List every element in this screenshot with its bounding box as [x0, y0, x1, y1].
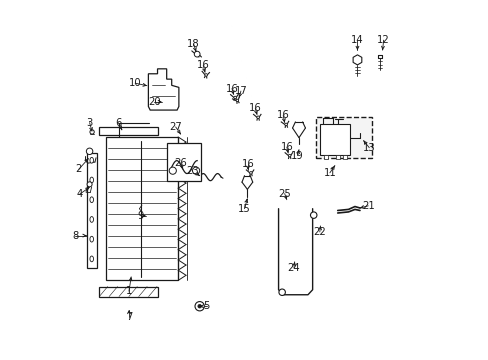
Text: 24: 24 [287, 263, 300, 273]
Bar [86, 153, 97, 268]
Text: 25: 25 [278, 189, 290, 199]
Bar [343, 155, 346, 159]
Circle shape [204, 74, 207, 76]
Circle shape [288, 154, 290, 157]
Circle shape [310, 212, 316, 219]
Text: 19: 19 [290, 150, 304, 161]
Text: 16: 16 [241, 159, 254, 169]
Text: 12: 12 [377, 35, 389, 45]
Circle shape [233, 96, 236, 99]
Bar [167, 143, 201, 181]
Ellipse shape [90, 236, 93, 242]
Circle shape [194, 51, 200, 57]
Text: 22: 22 [313, 227, 325, 237]
Circle shape [284, 123, 287, 126]
Circle shape [90, 130, 94, 134]
Circle shape [169, 167, 176, 174]
Text: 15: 15 [238, 204, 250, 214]
Polygon shape [148, 69, 179, 110]
Text: 16: 16 [276, 111, 289, 121]
Circle shape [236, 99, 238, 102]
Text: 1: 1 [125, 286, 132, 296]
Circle shape [278, 289, 285, 296]
Circle shape [256, 116, 259, 118]
Text: 3: 3 [86, 118, 93, 128]
Text: 17: 17 [234, 86, 247, 96]
Text: 8: 8 [72, 231, 78, 240]
Text: 20: 20 [147, 97, 160, 107]
Text: 5: 5 [203, 301, 210, 311]
Text: 16: 16 [280, 142, 293, 152]
Text: 7: 7 [125, 312, 132, 322]
Text: 13: 13 [362, 143, 375, 153]
Bar [319, 125, 349, 155]
Circle shape [195, 302, 204, 311]
Bar [106, 137, 178, 280]
Text: 2: 2 [76, 164, 82, 174]
Circle shape [87, 182, 92, 187]
Text: 27: 27 [169, 122, 182, 132]
Ellipse shape [90, 256, 93, 262]
Text: 11: 11 [323, 168, 336, 178]
Text: 16: 16 [197, 60, 209, 70]
Bar [316, 117, 371, 158]
Bar [99, 127, 158, 135]
Text: 26: 26 [174, 158, 186, 168]
Text: 14: 14 [350, 35, 363, 45]
Bar [99, 287, 158, 297]
Ellipse shape [90, 217, 93, 222]
Bar [324, 155, 328, 159]
Text: 10: 10 [128, 78, 141, 88]
Circle shape [249, 172, 252, 174]
Text: 16: 16 [248, 103, 261, 113]
Polygon shape [352, 55, 361, 65]
Ellipse shape [90, 177, 93, 183]
Circle shape [86, 148, 93, 154]
Text: 23: 23 [186, 166, 199, 176]
Ellipse shape [90, 157, 93, 163]
Circle shape [198, 305, 201, 308]
Text: 16: 16 [225, 84, 238, 94]
Circle shape [192, 167, 199, 174]
Bar [335, 155, 340, 159]
Text: 9: 9 [137, 211, 143, 221]
Ellipse shape [90, 197, 93, 203]
Text: 4: 4 [76, 189, 82, 199]
Text: 21: 21 [361, 201, 374, 211]
Text: 6: 6 [115, 118, 121, 128]
Text: 18: 18 [187, 39, 200, 49]
